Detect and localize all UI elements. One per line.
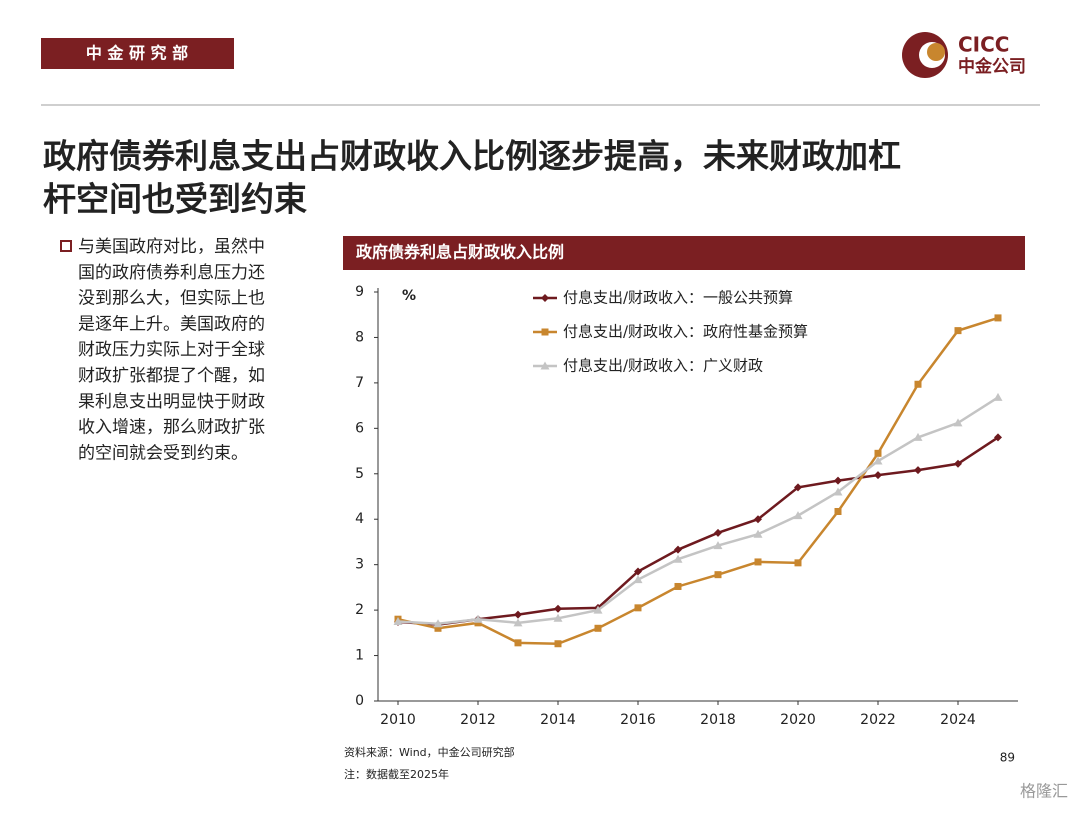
marker bbox=[794, 483, 802, 492]
marker bbox=[954, 327, 962, 335]
x-tick-label: 2018 bbox=[700, 712, 736, 728]
marker bbox=[834, 476, 842, 485]
marker bbox=[914, 466, 922, 475]
marker bbox=[513, 618, 523, 627]
x-tick-label: 2020 bbox=[780, 712, 816, 728]
chart-title: 政府债券利息占财政收入比例 bbox=[356, 243, 564, 262]
series-line bbox=[397, 316, 999, 645]
marker bbox=[954, 459, 962, 468]
marker bbox=[633, 575, 643, 584]
bullet-line: 国的政府债券利息压力还 bbox=[78, 263, 265, 283]
marker bbox=[834, 507, 842, 515]
bullet-line: 的空间就会受到约束。 bbox=[78, 443, 248, 463]
marker bbox=[594, 624, 602, 632]
x-tick-label: 2022 bbox=[860, 712, 896, 728]
header-bar bbox=[41, 38, 234, 69]
bullet-line: 没到那么大，但实际上也 bbox=[78, 289, 265, 309]
marker bbox=[714, 528, 722, 537]
marker bbox=[634, 604, 642, 612]
marker bbox=[593, 605, 603, 614]
chart: 0 1 2 3 4 5 6 7 8 9 2010 2012 2014 2016 2018 2020 2022 20… bbox=[355, 284, 1018, 728]
x-tick-label: 2016 bbox=[620, 712, 656, 728]
bullet-line: 果利息支出明显快于财政 bbox=[78, 392, 265, 412]
marker bbox=[994, 433, 1002, 442]
marker bbox=[540, 361, 550, 370]
marker bbox=[793, 511, 803, 520]
title: 杆空间也受到约束 bbox=[43, 180, 307, 219]
marker bbox=[794, 559, 802, 567]
x-tick-label: 2024 bbox=[940, 712, 976, 728]
y-tick-label: 8 bbox=[355, 329, 364, 345]
marker bbox=[753, 529, 763, 538]
marker bbox=[873, 456, 883, 465]
marker bbox=[994, 314, 1002, 322]
marker bbox=[554, 604, 562, 613]
marker bbox=[434, 624, 442, 632]
marker bbox=[993, 392, 1003, 401]
y-tick-label: 3 bbox=[355, 557, 364, 573]
marker bbox=[754, 515, 762, 524]
bullet-line: 收入增速，那么财政扩张 bbox=[78, 418, 265, 438]
bullet-icon bbox=[60, 240, 72, 252]
marker bbox=[514, 639, 522, 647]
logo-cn: 中金公司 bbox=[958, 56, 1026, 77]
marker bbox=[474, 619, 482, 627]
y-tick-label: 1 bbox=[355, 648, 364, 664]
marker bbox=[874, 449, 882, 457]
x-tick-label: 2014 bbox=[540, 712, 576, 728]
marker bbox=[433, 619, 443, 628]
marker bbox=[473, 614, 483, 623]
marker bbox=[541, 294, 549, 302]
bullet-line: 是逐年上升。美国政府的 bbox=[78, 314, 265, 334]
x-tick-label: 2012 bbox=[460, 712, 496, 728]
marker bbox=[674, 545, 682, 554]
title: 政府债券利息支出占财政收入比例逐步提高，未来财政加杠 bbox=[43, 137, 901, 176]
series-line bbox=[397, 436, 999, 626]
y-tick-label: 4 bbox=[355, 511, 364, 527]
y-tick-label: 7 bbox=[355, 375, 364, 391]
y-tick-label: 6 bbox=[355, 420, 364, 436]
marker bbox=[514, 610, 522, 619]
bullet-line: 财政扩张都提了个醒，如 bbox=[78, 366, 265, 386]
marker bbox=[634, 567, 642, 576]
marker bbox=[754, 558, 762, 566]
marker bbox=[953, 418, 963, 427]
marker bbox=[714, 571, 722, 579]
marker bbox=[674, 582, 682, 590]
marker bbox=[673, 554, 683, 563]
marker bbox=[913, 432, 923, 441]
legend-label: 付息支出/财政收入：广义财政 bbox=[563, 357, 763, 375]
page-number: 89 bbox=[1000, 751, 1015, 765]
marker bbox=[914, 380, 922, 388]
chart-header bbox=[343, 236, 1025, 270]
y-tick-label: 2 bbox=[355, 602, 364, 618]
series-line bbox=[397, 396, 999, 625]
y-label: % bbox=[402, 288, 416, 304]
marker bbox=[554, 640, 562, 648]
bullet-line: 财政压力实际上对于全球 bbox=[78, 340, 265, 360]
marker bbox=[713, 541, 723, 550]
marker bbox=[833, 487, 843, 496]
marker bbox=[874, 471, 882, 480]
logo-mark bbox=[927, 43, 945, 61]
y-tick-label: 0 bbox=[355, 693, 364, 709]
marker bbox=[393, 616, 403, 625]
x-tick-label: 2010 bbox=[380, 712, 416, 728]
watermark: 格隆汇 bbox=[1020, 782, 1068, 801]
marker bbox=[541, 328, 549, 336]
logo-en: CICC bbox=[958, 33, 1009, 57]
note: 注：数据截至2025年 bbox=[344, 767, 449, 781]
legend-label: 付息支出/财政收入：政府性基金预算 bbox=[563, 323, 808, 341]
legend-label: 付息支出/财政收入：一般公共预算 bbox=[563, 289, 793, 307]
bullet-line: 与美国政府对比，虽然中 bbox=[78, 237, 265, 257]
y-tick-label: 9 bbox=[355, 284, 364, 300]
bullet-text: 与美国政府对比，虽然中国的政府债券利息压力还没到那么大，但实际上也是逐年上升。美… bbox=[78, 237, 265, 463]
department: 中 金 研 究 部 bbox=[86, 44, 188, 63]
marker bbox=[553, 613, 563, 622]
source: 资料来源：Wind，中金公司研究部 bbox=[344, 745, 515, 759]
y-tick-label: 5 bbox=[355, 466, 364, 482]
